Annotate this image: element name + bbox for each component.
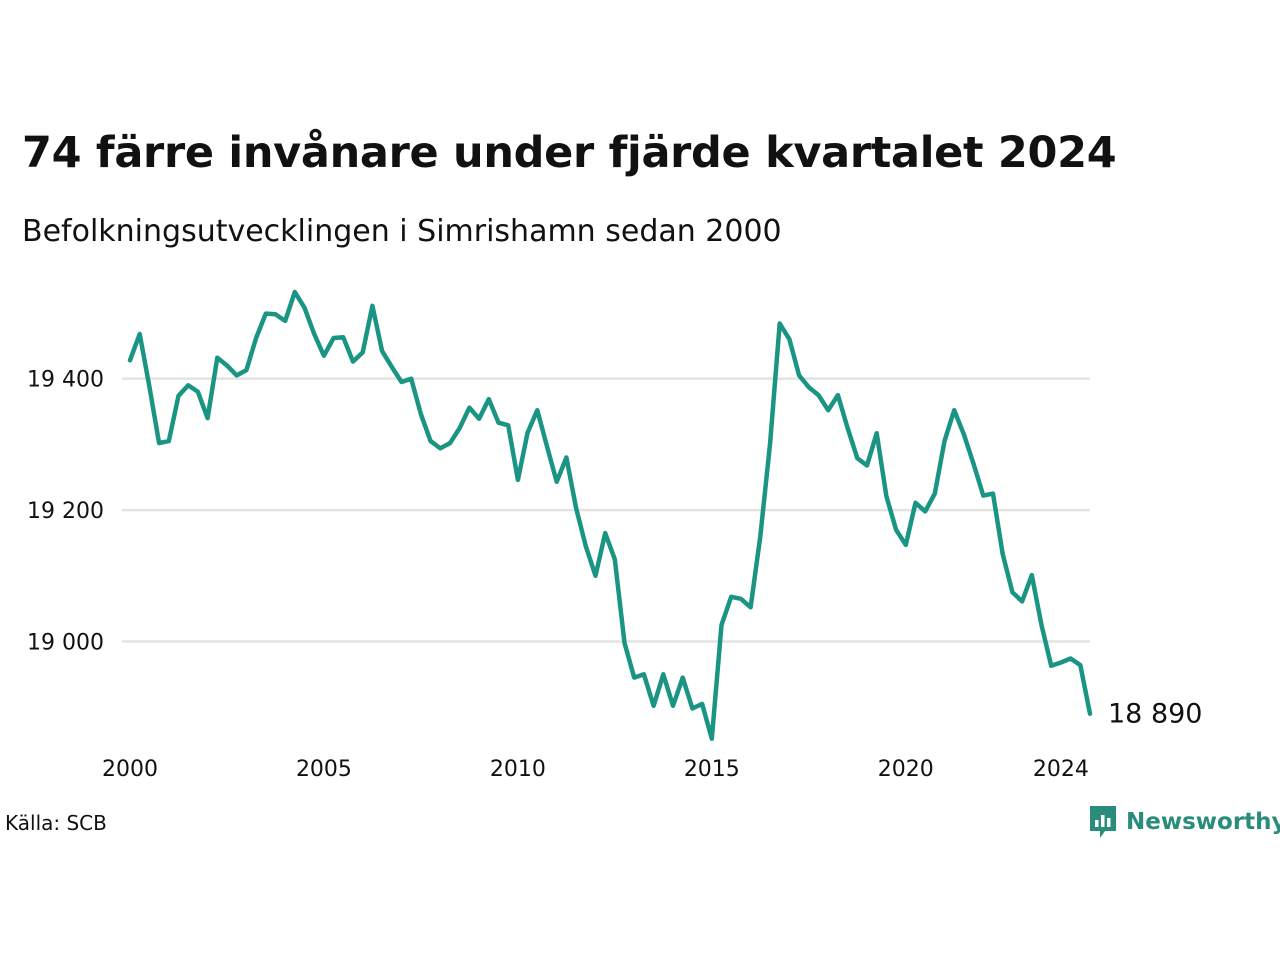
series-line	[127, 289, 1093, 741]
end-value-label: 18 890	[1108, 699, 1202, 730]
x-tick-label: 2010	[490, 757, 546, 782]
chart-subtitle: Befolkningsutvecklingen i Simrishamn sed…	[22, 214, 782, 249]
x-tick-label: 2000	[102, 757, 158, 782]
y-tick-label: 19 000	[27, 630, 104, 655]
y-axis-ticks: 19 000 19 200 19 400	[27, 368, 104, 656]
newsworthy-logo-icon	[1090, 806, 1116, 838]
x-tick-label: 2024	[1033, 757, 1089, 782]
x-axis-ticks: 2000 2005 2010 2015 2020 2024	[102, 757, 1089, 782]
end-label-layer: 18 890	[1108, 699, 1202, 730]
newsworthy-logo: Newsworthy	[1088, 804, 1280, 840]
logo-text: Newsworthy	[1126, 809, 1280, 835]
source-note: Källa: SCB	[5, 811, 107, 835]
x-tick-label: 2020	[878, 757, 934, 782]
grid-lines	[122, 377, 1090, 643]
y-tick-label: 19 200	[27, 499, 104, 524]
chart-title: 74 färre invånare under fjärde kvartalet…	[22, 128, 1117, 178]
series-layer	[127, 289, 1093, 741]
x-tick-label: 2015	[684, 757, 740, 782]
y-tick-label: 19 400	[27, 368, 104, 393]
x-tick-label: 2005	[296, 757, 352, 782]
